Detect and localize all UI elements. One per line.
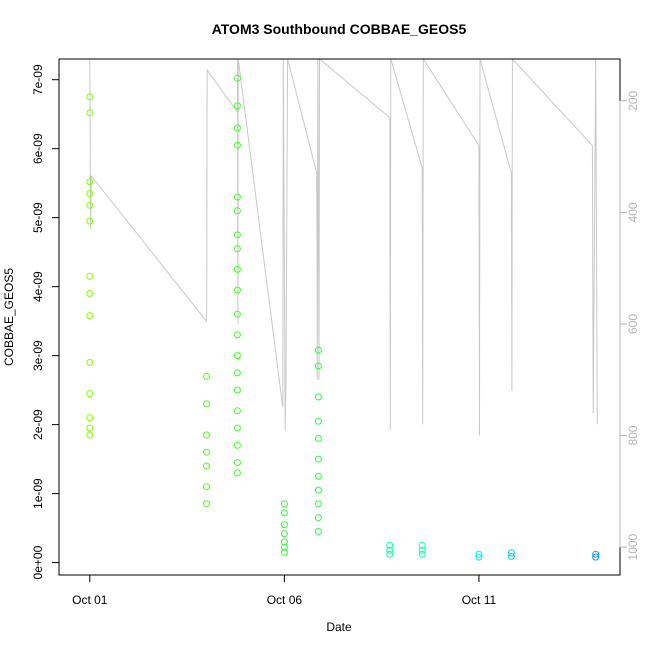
y-tick-label: 7e-09 bbox=[31, 64, 45, 95]
data-point bbox=[86, 431, 94, 439]
data-point bbox=[386, 546, 394, 554]
data-point bbox=[86, 190, 94, 197]
right-tick-label: 1000 bbox=[626, 533, 640, 560]
x-tick-label: Oct 01 bbox=[72, 593, 108, 607]
y-tick-label: 2e-09 bbox=[31, 409, 45, 440]
y-tick-label: 5e-09 bbox=[31, 202, 45, 233]
data-point bbox=[314, 393, 322, 401]
data-point bbox=[418, 546, 426, 554]
data-point bbox=[203, 483, 210, 491]
data-point bbox=[233, 407, 241, 415]
y-tick-label: 6e-09 bbox=[31, 133, 45, 164]
data-point bbox=[86, 178, 94, 186]
data-point bbox=[418, 550, 426, 558]
data-point bbox=[86, 414, 94, 422]
right-pressure-axis: 200 400 600 800 1000 bbox=[619, 91, 640, 560]
y-axis: 0e+00 1e-09 2e-09 3e-09 4e-09 5e-09 6e-09 7e-09 bbox=[31, 64, 60, 579]
data-point bbox=[86, 390, 94, 398]
y-tick-label: 3e-09 bbox=[31, 340, 45, 371]
data-point bbox=[203, 462, 210, 470]
scatter-points-layer bbox=[86, 74, 600, 561]
data-point bbox=[386, 541, 394, 549]
data-point bbox=[86, 290, 94, 297]
data-point bbox=[233, 124, 241, 132]
data-point bbox=[314, 434, 322, 442]
right-tick-label: 400 bbox=[626, 202, 640, 222]
data-point bbox=[475, 550, 483, 558]
data-point bbox=[203, 400, 210, 408]
data-point bbox=[280, 521, 288, 529]
data-point bbox=[233, 424, 241, 432]
data-point bbox=[86, 201, 94, 209]
data-point bbox=[86, 359, 94, 366]
data-point bbox=[233, 207, 241, 215]
data-point bbox=[86, 109, 94, 117]
data-point bbox=[507, 549, 515, 557]
data-point bbox=[203, 372, 210, 380]
right-tick-label: 200 bbox=[626, 91, 640, 111]
data-point bbox=[314, 362, 322, 370]
data-point bbox=[592, 550, 600, 558]
data-point bbox=[233, 231, 241, 239]
data-point bbox=[314, 417, 322, 425]
data-point bbox=[86, 217, 94, 225]
data-point bbox=[233, 352, 241, 360]
data-point bbox=[86, 93, 94, 101]
y-tick-label: 1e-09 bbox=[31, 478, 45, 509]
data-point bbox=[280, 548, 288, 556]
data-point bbox=[418, 541, 426, 549]
plot-frame bbox=[58, 58, 621, 576]
data-point bbox=[86, 424, 94, 432]
data-point bbox=[203, 448, 210, 456]
y-tick-label: 0e+00 bbox=[31, 545, 45, 579]
x-axis: Oct 01 Oct 06 Oct 11 bbox=[72, 574, 497, 607]
data-point bbox=[280, 530, 288, 538]
data-point bbox=[280, 543, 288, 551]
data-point bbox=[280, 509, 288, 517]
data-point bbox=[203, 431, 210, 439]
data-point bbox=[86, 272, 94, 280]
data-point bbox=[233, 369, 241, 377]
data-point bbox=[233, 310, 241, 318]
y-axis-label: COBBAE_GEOS5 bbox=[2, 268, 16, 366]
data-point bbox=[233, 459, 241, 467]
pressure-trace-layer bbox=[89, 57, 598, 436]
data-point bbox=[233, 193, 241, 201]
x-tick-label: Oct 06 bbox=[267, 593, 303, 607]
data-point bbox=[233, 441, 241, 449]
data-point bbox=[233, 141, 241, 149]
chart-title: ATOM3 Southbound COBBAE_GEOS5 bbox=[212, 21, 467, 37]
data-point bbox=[233, 74, 241, 82]
data-point bbox=[314, 346, 322, 354]
data-point bbox=[203, 500, 210, 508]
x-tick-label: Oct 11 bbox=[462, 593, 497, 607]
data-point bbox=[386, 550, 394, 558]
right-tick-label: 800 bbox=[626, 425, 640, 445]
pressure-line bbox=[89, 57, 598, 436]
data-point bbox=[233, 286, 241, 294]
data-point bbox=[233, 265, 241, 273]
data-point bbox=[314, 486, 322, 494]
x-axis-label: Date bbox=[326, 620, 352, 634]
data-point bbox=[314, 514, 322, 522]
data-point bbox=[314, 455, 322, 463]
data-point bbox=[314, 528, 322, 535]
data-point bbox=[233, 469, 241, 477]
data-point bbox=[507, 552, 515, 560]
data-point bbox=[592, 553, 600, 561]
data-point bbox=[280, 500, 288, 508]
data-point bbox=[314, 472, 322, 480]
data-point bbox=[233, 331, 241, 339]
data-point bbox=[233, 102, 241, 110]
right-tick-label: 600 bbox=[626, 314, 640, 334]
data-point bbox=[233, 245, 241, 253]
data-point bbox=[233, 386, 241, 394]
data-point bbox=[475, 553, 483, 561]
data-point bbox=[86, 312, 94, 320]
data-point bbox=[314, 500, 322, 508]
y-tick-label: 4e-09 bbox=[31, 271, 45, 302]
